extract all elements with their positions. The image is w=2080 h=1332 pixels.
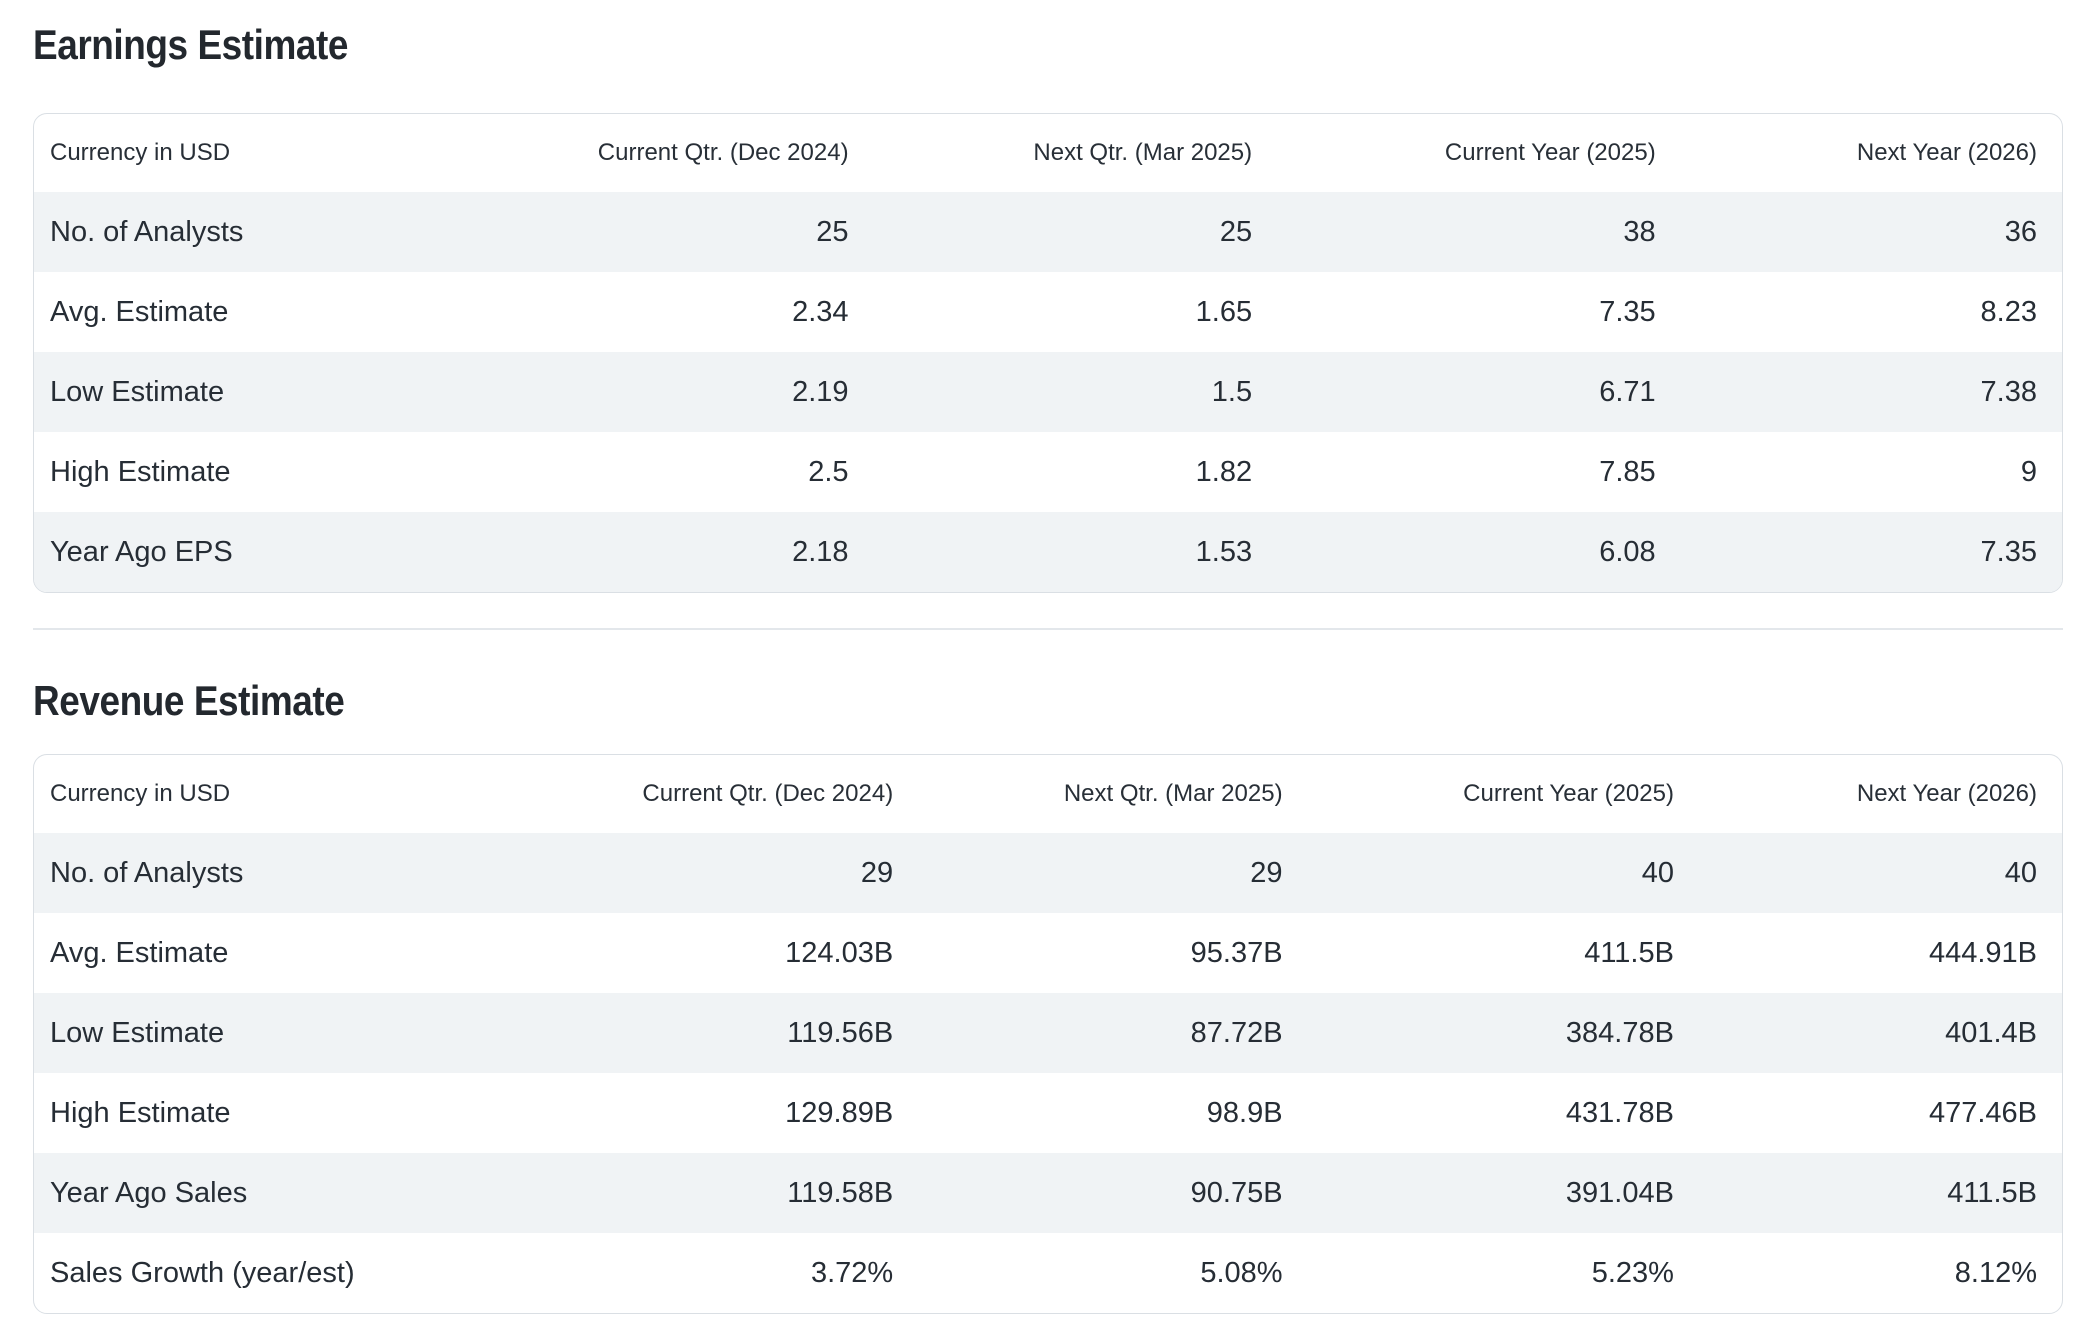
cell-value: 129.89B [785,1096,894,1129]
currency-note: Currency in USD [50,139,231,166]
row-label: No. of Analysts [50,856,244,889]
cell-value: 6.71 [1599,375,1656,408]
revenue-estimate-title: Revenue Estimate [33,676,2063,726]
column-header-current-year: Current Year (2025) [1444,139,1656,166]
revenue-estimate-table: Currency in USD Current Qtr. (Dec 2024) … [34,755,2062,1313]
row-label: High Estimate [50,455,231,488]
table-row: High Estimate 2.5 1.82 7.85 9 [34,432,2062,512]
earnings-estimate-title-text: Earnings Estimate [33,21,349,68]
cell-value: 8.23 [1980,295,2037,328]
row-label: Low Estimate [50,1016,225,1049]
table-row: High Estimate 129.89B 98.9B 431.78B 477.… [34,1073,2062,1153]
revenue-estimate-card: Currency in USD Current Qtr. (Dec 2024) … [33,754,2063,1314]
row-label: Avg. Estimate [50,936,229,969]
earnings-estimate-title: Earnings Estimate [33,0,2063,70]
cell-value: 2.34 [792,295,849,328]
cell-value: 38 [1623,215,1656,248]
table-header-row: Currency in USD Current Qtr. (Dec 2024) … [34,755,2062,833]
cell-value: 40 [2004,856,2037,889]
cell-value: 98.9B [1206,1096,1283,1129]
cell-value: 9 [2020,455,2037,488]
revenue-estimate-section: Revenue Estimate Currency in USD Current… [33,676,2063,1314]
cell-value: 431.78B [1565,1096,1674,1129]
table-row: Avg. Estimate 2.34 1.65 7.35 8.23 [34,272,2062,352]
table-row: Year Ago EPS 2.18 1.53 6.08 7.35 [34,512,2062,592]
cell-value: 2.19 [792,375,849,408]
cell-value: 7.38 [1980,375,2037,408]
table-row: Year Ago Sales 119.58B 90.75B 391.04B 41… [34,1153,2062,1233]
cell-value: 29 [1250,856,1283,889]
cell-value: 95.37B [1190,936,1283,969]
cell-value: 2.18 [792,535,849,568]
cell-value: 25 [816,215,849,248]
currency-note: Currency in USD [50,780,231,807]
column-header-next-qtr: Next Qtr. (Mar 2025) [1033,139,1253,166]
cell-value: 411.5B [1584,936,1674,969]
cell-value: 5.23% [1591,1256,1674,1289]
cell-value: 40 [1641,856,1674,889]
cell-value: 5.08% [1200,1256,1283,1289]
row-label: Year Ago EPS [50,535,233,568]
row-label: Year Ago Sales [50,1176,248,1209]
column-header-next-year: Next Year (2026) [1856,139,2037,166]
earnings-estimate-table: Currency in USD Current Qtr. (Dec 2024) … [34,114,2062,592]
cell-value: 29 [860,856,894,889]
row-label: Low Estimate [50,375,225,408]
cell-value: 3.72% [810,1256,894,1289]
column-header-current-qtr: Current Qtr. (Dec 2024) [642,780,894,807]
earnings-estimate-card: Currency in USD Current Qtr. (Dec 2024) … [33,113,2063,593]
table-row: Avg. Estimate 124.03B 95.37B 411.5B 444.… [34,913,2062,993]
column-header-next-qtr: Next Qtr. (Mar 2025) [1063,780,1283,807]
table-row: Low Estimate 2.19 1.5 6.71 7.38 [34,352,2062,432]
cell-value: 411.5B [1947,1176,2037,1209]
cell-value: 384.78B [1565,1016,1674,1049]
cell-value: 7.35 [1599,295,1656,328]
column-header-next-year: Next Year (2026) [1856,780,2037,807]
table-header-row: Currency in USD Current Qtr. (Dec 2024) … [34,114,2062,192]
row-label: High Estimate [50,1096,231,1129]
cell-value: 7.85 [1599,455,1656,488]
section-divider [33,628,2063,630]
cell-value: 90.75B [1190,1176,1283,1209]
cell-value: 87.72B [1190,1016,1283,1049]
cell-value: 401.4B [1945,1016,2037,1049]
table-row: Sales Growth (year/est) 3.72% 5.08% 5.23… [34,1233,2062,1313]
row-label: Avg. Estimate [50,295,229,328]
cell-value: 8.12% [1954,1256,2037,1289]
cell-value: 124.03B [785,936,894,969]
cell-value: 391.04B [1565,1176,1674,1209]
table-row: Low Estimate 119.56B 87.72B 384.78B 401.… [34,993,2062,1073]
cell-value: 119.58B [787,1176,894,1209]
earnings-estimate-section: Earnings Estimate Currency in USD Curren… [33,0,2063,593]
analyst-estimates-page: Earnings Estimate Currency in USD Curren… [33,0,2063,1314]
cell-value: 36 [2004,215,2037,248]
cell-value: 119.56B [787,1016,894,1049]
column-header-current-qtr: Current Qtr. (Dec 2024) [597,139,849,166]
row-label: Sales Growth (year/est) [50,1256,355,1289]
column-header-current-year: Current Year (2025) [1463,780,1674,807]
cell-value: 444.91B [1928,936,2037,969]
cell-value: 1.65 [1195,295,1253,328]
cell-value: 2.5 [808,455,849,488]
cell-value: 7.35 [1980,535,2037,568]
cell-value: 25 [1219,215,1253,248]
cell-value: 1.5 [1211,375,1253,408]
cell-value: 1.82 [1195,455,1253,488]
row-label: No. of Analysts [50,215,244,248]
cell-value: 1.53 [1195,535,1253,568]
table-row: No. of Analysts 29 29 40 40 [34,833,2062,913]
cell-value: 477.46B [1928,1096,2037,1129]
revenue-estimate-title-text: Revenue Estimate [33,677,345,724]
cell-value: 6.08 [1599,535,1656,568]
table-row: No. of Analysts 25 25 38 36 [34,192,2062,272]
